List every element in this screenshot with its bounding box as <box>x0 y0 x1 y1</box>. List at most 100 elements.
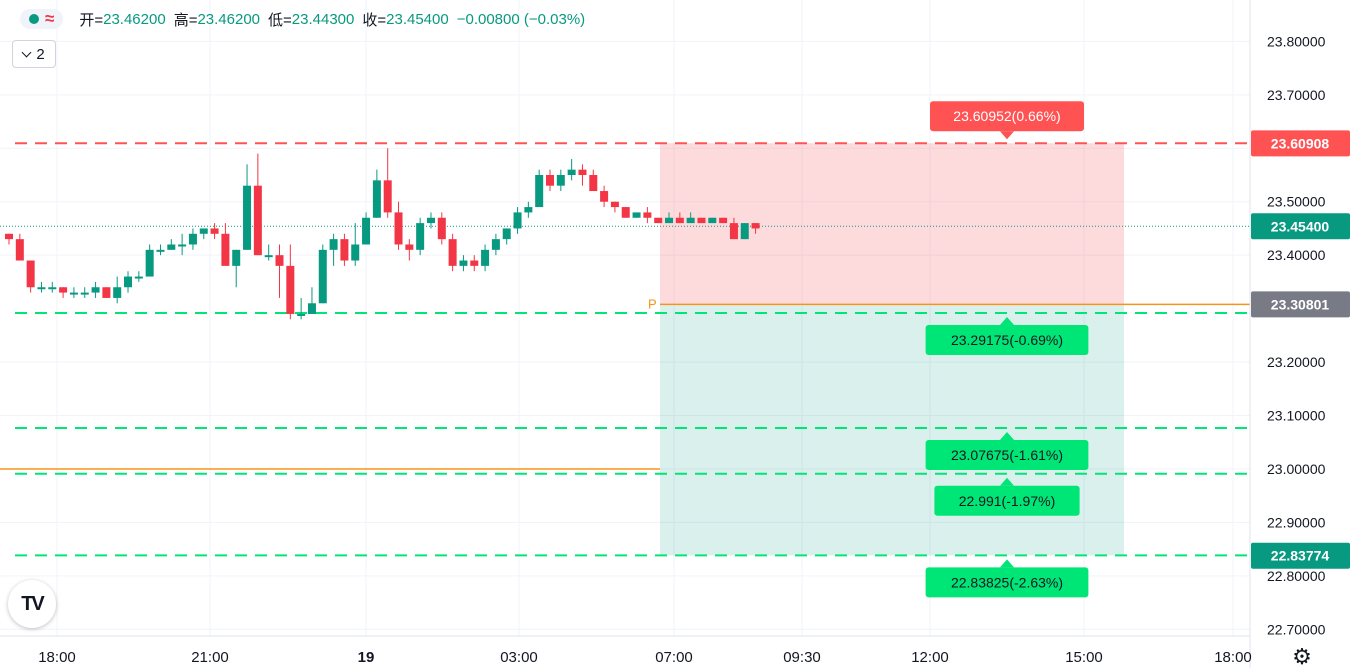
chevron-down-icon <box>21 47 32 57</box>
time-tick-label: 12:00 <box>911 649 949 666</box>
candle-body <box>156 249 165 252</box>
candle-body <box>37 287 46 290</box>
candle-body <box>232 249 241 266</box>
candle-body <box>221 233 230 266</box>
candle-body <box>5 233 13 240</box>
candle-body <box>556 175 565 186</box>
price-callout-text: 23.07675(-1.61%) <box>951 447 1063 463</box>
ohlc-legend: ≈ 开= 23.46200 高= 23.46200 低= 23.44300 收=… <box>20 6 593 32</box>
time-tick-label: 15:00 <box>1065 649 1103 666</box>
candle-body <box>113 287 122 298</box>
price-axis-tag <box>1251 542 1350 569</box>
close-value: 23.45400 <box>386 10 449 28</box>
callout-pointer <box>1000 317 1014 326</box>
candle-body <box>59 287 68 293</box>
candle-body <box>286 265 295 314</box>
price-tick-label: 22.80000 <box>1267 568 1326 584</box>
candle-body <box>719 217 728 224</box>
price-callout-box <box>934 485 1080 516</box>
price-axis-tag <box>1251 291 1350 318</box>
price-axis-tag-text: 23.45400 <box>1271 218 1330 234</box>
candle-body <box>351 244 360 261</box>
callout-pointer <box>1000 131 1014 140</box>
candle-body <box>459 260 468 266</box>
price-axis-tag-text: 22.83774 <box>1271 548 1330 564</box>
candle-body <box>686 217 695 224</box>
candle-body <box>675 217 684 224</box>
price-axis-tag-text: 23.60908 <box>1271 135 1330 151</box>
price-tick-label: 23.70000 <box>1267 87 1326 103</box>
candle-body <box>729 223 738 240</box>
change-value: −0.00800 (−0.03%) <box>456 10 586 28</box>
candle-body <box>535 175 544 208</box>
candle-body <box>437 217 446 240</box>
callout-pointer <box>1000 477 1014 486</box>
price-tick-label: 22.70000 <box>1267 621 1326 637</box>
candle-body <box>600 191 609 202</box>
candle-body <box>502 228 511 240</box>
price-tick-label: 23.50000 <box>1267 194 1326 210</box>
price-callout-box <box>930 101 1084 132</box>
price-callout-box <box>925 439 1089 470</box>
candle-body <box>383 180 392 213</box>
candle-body <box>372 180 381 218</box>
price-tick-label: 23.80000 <box>1267 33 1326 49</box>
time-tick-label: 09:30 <box>783 649 821 666</box>
candle-body <box>405 244 414 250</box>
candle-body <box>297 313 306 316</box>
candle-body <box>470 260 479 266</box>
tradingview-logo-icon[interactable]: TV <box>8 580 56 628</box>
approx-wave-icon: ≈ <box>45 9 55 28</box>
candle-body <box>416 223 425 250</box>
low-value: 23.44300 <box>291 10 355 28</box>
time-tick-label: 07:00 <box>655 649 693 666</box>
time-tick-label: 03:00 <box>500 649 538 666</box>
price-callout-text: 23.29175(-0.69%) <box>951 332 1063 348</box>
candle-body <box>524 207 533 213</box>
price-tick-label: 23.00000 <box>1267 461 1326 477</box>
candle-body <box>134 276 143 279</box>
high-value: 23.46200 <box>197 10 261 28</box>
candle-body <box>740 223 749 240</box>
candle-body <box>654 217 663 224</box>
indicators-collapse-button[interactable]: 2 <box>12 40 56 68</box>
candle-body <box>708 217 717 224</box>
candle-body <box>481 249 490 266</box>
candle-body <box>697 217 706 224</box>
candle-body <box>491 239 500 250</box>
symbol-status-pill[interactable]: ≈ <box>20 9 64 29</box>
candle-body <box>26 260 35 288</box>
candle-body <box>275 255 284 266</box>
candle-body <box>210 228 219 234</box>
gear-icon[interactable]: ⚙ <box>1292 644 1312 669</box>
candle-body <box>329 239 338 250</box>
open-value: 23.46200 <box>103 10 166 28</box>
candle-body <box>394 212 403 245</box>
candle-body <box>589 175 598 192</box>
candle-body <box>91 287 100 293</box>
high-label: 高= <box>173 11 198 29</box>
candle-body <box>80 292 89 295</box>
price-callout-text: 22.83825(-2.63%) <box>951 574 1063 590</box>
time-tick-label: 18:00 <box>1214 649 1252 666</box>
candle-body <box>167 244 176 250</box>
candle-body <box>426 217 435 224</box>
price-callout-text: 22.991(-1.97%) <box>959 493 1056 509</box>
position-label: P <box>648 296 657 311</box>
candle-body <box>610 201 619 208</box>
price-tick-label: 23.20000 <box>1267 354 1326 370</box>
candle-body <box>751 223 760 229</box>
candle-body <box>448 239 457 266</box>
green-dot-icon <box>29 14 39 24</box>
stop-loss-zone <box>660 143 1124 305</box>
candle-body <box>264 255 273 258</box>
candle-body <box>188 233 197 245</box>
time-tick-label: 18:00 <box>38 649 76 666</box>
open-label: 开= <box>79 11 104 29</box>
candle-body <box>340 239 349 261</box>
collapse-count: 2 <box>36 45 45 63</box>
candle-body <box>124 276 133 288</box>
price-axis-tag <box>1251 213 1350 240</box>
candle-body <box>665 217 674 224</box>
